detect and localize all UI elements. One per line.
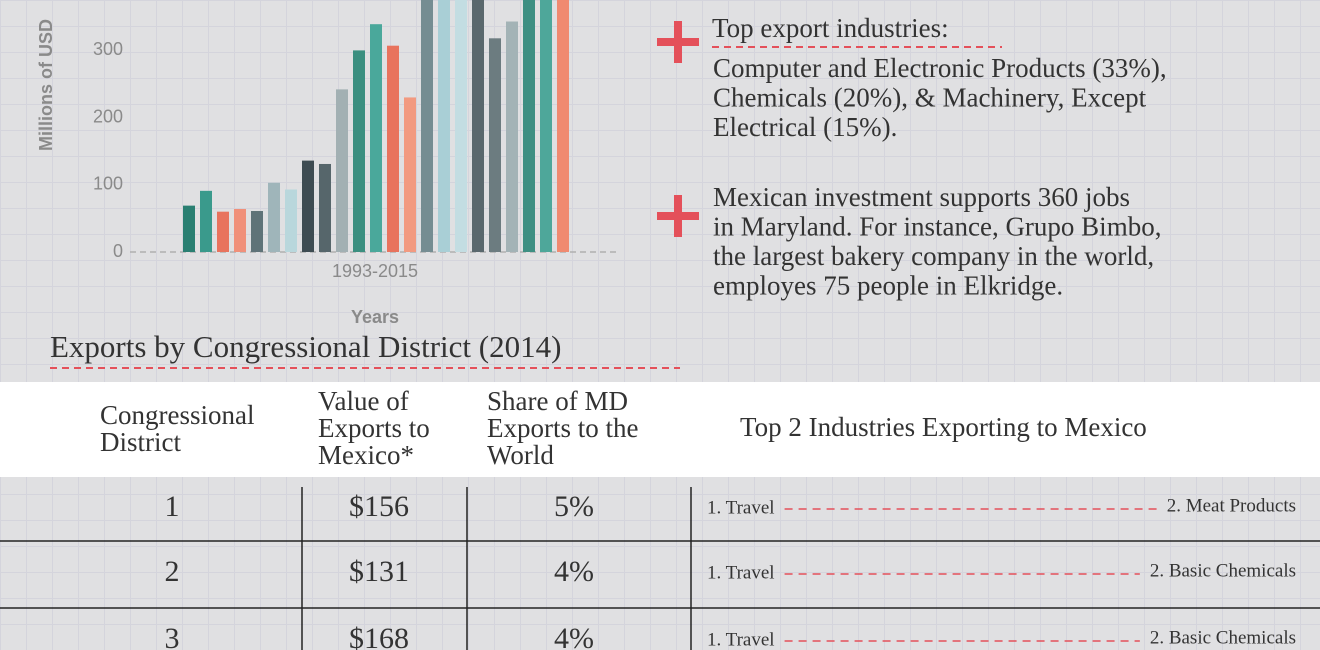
column-header: World [487,440,554,470]
y-tick-label: 0 [113,241,123,261]
table-title: Exports by Congressional District (2014) [50,329,561,364]
table-cell: $131 [349,555,409,588]
column-header: Congressional [100,400,255,430]
note-line: Chemicals (20%), & Machinery, Except [713,83,1147,113]
note-line: Computer and Electronic Products (33%), [713,53,1167,83]
bar [523,0,535,253]
table-cell: $156 [349,490,409,523]
column-header: Exports to the [487,413,638,443]
bar [472,0,484,252]
note-line: the largest bakery company in the world, [713,241,1154,271]
industry: 2. Meat Products [1167,495,1296,516]
column-header: Mexico* [318,440,414,470]
note-line: Electrical (15%). [713,112,897,142]
bar [336,89,348,252]
x-axis-label: Years [351,307,399,327]
bar [251,211,263,252]
industry: 1. Travel [707,497,775,518]
note-line: in Maryland. For instance, Grupo Bimbo, [713,212,1161,242]
table-cell: 4% [554,555,594,588]
y-tick-label: 200 [93,106,123,126]
bar [183,205,195,252]
note-heading: Top export industries: [712,13,949,43]
bar [421,0,433,252]
bar [540,0,552,252]
table-cell: 2 [165,555,180,588]
bar [353,50,365,253]
industry: 1. Travel [707,629,775,650]
industry: 2. Basic Chemicals [1150,627,1296,648]
bar [455,0,467,252]
industry: 1. Travel [707,562,775,583]
industry: 2. Basic Chemicals [1150,560,1296,581]
bar [370,24,382,252]
y-tick-label: 300 [93,39,123,59]
table-cell: 3 [165,622,180,650]
table-cell: 5% [554,490,594,523]
column-header: Top 2 Industries Exporting to Mexico [740,412,1147,442]
table-header-band [0,382,1320,477]
bar [319,163,331,252]
column-header: District [100,427,181,457]
bar [506,21,518,253]
note-line: Mexican investment supports 360 jobs [713,182,1130,212]
column-header: Value of [318,386,409,416]
column-header: Exports to [318,413,430,443]
plus-icon [657,21,699,237]
bar [268,182,280,252]
y-axis-label: Millions of USD [36,19,56,151]
bar [387,45,399,252]
y-tick-label: 100 [93,174,123,194]
column-header: Share of MD [487,386,628,416]
table-cell: $168 [349,622,409,650]
bar [217,211,229,252]
x-range-label: 1993-2015 [332,261,418,281]
bar [557,0,569,252]
table-cell: 4% [554,622,594,650]
bar [438,0,450,252]
table-cell: 1 [165,490,180,523]
bar [234,208,246,252]
bar [302,160,314,252]
bar [285,189,297,252]
bar [489,38,501,252]
bar [200,190,212,252]
note-line: employes 75 people in Elkridge. [713,271,1063,301]
bar [404,97,416,252]
